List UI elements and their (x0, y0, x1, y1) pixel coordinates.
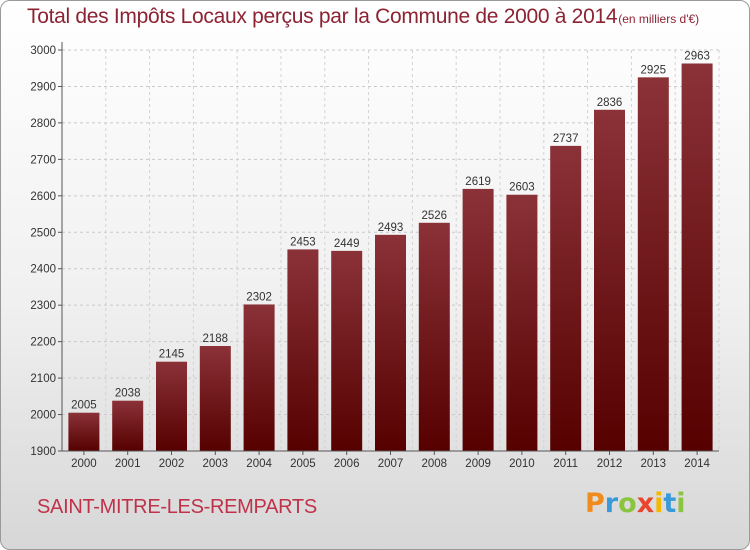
logo-letter: r (604, 488, 619, 519)
bar-2008 (418, 222, 450, 451)
y-tick-label: 2800 (30, 118, 56, 130)
data-label: 2302 (246, 291, 272, 303)
bar-2001 (112, 400, 144, 451)
x-tick-label: 2012 (597, 458, 623, 470)
data-label: 2526 (422, 210, 448, 222)
bar-2002 (156, 361, 187, 451)
data-label: 2038 (115, 388, 141, 400)
x-tick-label: 2002 (159, 458, 185, 470)
x-tick-label: 2008 (422, 458, 448, 470)
bar-2014 (681, 63, 713, 451)
data-labels: 2005 2038 2145 2188 2302 2453 2449 2493 2526 2619… (71, 50, 710, 411)
bar-2007 (375, 234, 406, 451)
y-tick-label: 2400 (30, 264, 56, 276)
bar-2000 (68, 412, 100, 451)
commune-name: SAINT-MITRE-LES-REMPARTS (37, 496, 317, 518)
data-label: 2145 (159, 349, 185, 361)
bar-2006 (331, 250, 363, 451)
bar-2013 (637, 77, 669, 451)
x-tick-label: 2005 (290, 458, 316, 470)
x-tick-label: 2009 (465, 458, 491, 470)
chart-title: Total des Impôts Locaux perçus par la Co… (27, 5, 618, 28)
y-tick-label: 2000 (30, 410, 56, 422)
x-tick-label: 2000 (71, 458, 97, 470)
logo-letter: i (654, 488, 664, 519)
proxiti-logo[interactable]: Proxiti (585, 488, 686, 519)
data-label: 2603 (509, 182, 535, 194)
x-tick-label: 2001 (115, 458, 141, 470)
y-tick-label: 2100 (30, 373, 56, 385)
logo-letter: x (636, 488, 655, 519)
bar-2003 (199, 346, 231, 451)
x-tick-label: 2004 (246, 458, 272, 470)
y-tick-label: 2500 (30, 227, 56, 239)
logo-letter: t (663, 488, 677, 519)
data-label: 2737 (553, 133, 579, 145)
bar-2009 (462, 188, 494, 451)
bars (68, 63, 713, 451)
data-label: 2836 (597, 97, 623, 109)
x-tick-label: 2010 (509, 458, 535, 470)
x-tick-label: 2007 (378, 458, 404, 470)
bar-2010 (506, 194, 538, 451)
logo-letter: i (676, 488, 686, 519)
x-tick-label: 2011 (553, 458, 578, 470)
logo-letter: P (585, 488, 605, 519)
data-label: 2188 (203, 333, 229, 345)
y-tick-label: 2200 (30, 337, 56, 349)
y-tick-label: 1900 (30, 446, 56, 458)
chart-subtitle: (en milliers d'€) (618, 12, 700, 26)
data-label: 2493 (378, 222, 404, 234)
data-label: 2925 (641, 64, 667, 76)
x-tick-label: 2014 (684, 458, 710, 470)
x-tick-label: 2013 (641, 458, 667, 470)
y-tick-label: 2300 (30, 300, 56, 312)
y-tick-label: 2900 (30, 81, 56, 93)
title-row: Total des Impôts Locaux perçus par la Co… (1, 5, 749, 29)
x-tick-label: 2006 (334, 458, 360, 470)
logo-letter: o (618, 488, 637, 519)
data-label: 2963 (684, 50, 710, 62)
data-label: 2619 (465, 176, 491, 188)
y-tick-label: 3000 (30, 45, 56, 57)
bar-2012 (594, 109, 625, 451)
x-tick-label: 2003 (203, 458, 229, 470)
bar-2011 (550, 145, 582, 451)
bar-2005 (287, 249, 319, 451)
bar-2004 (243, 304, 275, 451)
axes: 1900 2000 2100 2200 2300 2400 2500 2600 2700 2800… (30, 42, 719, 470)
y-tick-label: 2600 (30, 191, 56, 203)
data-label: 2453 (290, 236, 316, 248)
y-tick-label: 2700 (30, 154, 56, 166)
data-label: 2005 (71, 400, 97, 412)
data-label: 2449 (334, 238, 360, 250)
